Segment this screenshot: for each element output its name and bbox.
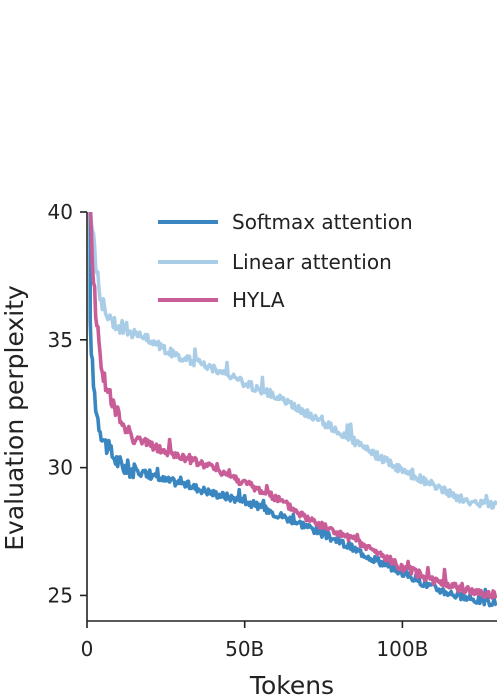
legend-label: Linear attention <box>232 250 392 274</box>
x-tick-label: 0 <box>81 637 94 661</box>
y-axis-title: Evaluation perplexity <box>0 285 29 551</box>
legend: Softmax attention Linear attention HYLA <box>158 210 413 312</box>
x-tick-label: 100B <box>376 637 428 661</box>
legend-label: HYLA <box>232 288 285 312</box>
plot-lines <box>88 212 497 608</box>
series-line-softmax-attention <box>88 212 497 608</box>
y-tick-label: 30 <box>48 456 73 480</box>
legend-label: Softmax attention <box>232 210 413 234</box>
y-tick-label: 40 <box>48 200 73 224</box>
series-line-hyla <box>88 212 497 600</box>
x-tick-label: 50B <box>225 637 264 661</box>
y-tick-label: 35 <box>48 328 73 352</box>
series-line-linear-attention <box>88 212 497 510</box>
axes: 25 30 35 40 0 50B 100B <box>48 200 497 661</box>
x-axis-title: Tokens <box>249 671 334 697</box>
y-tick-label: 25 <box>48 583 73 607</box>
